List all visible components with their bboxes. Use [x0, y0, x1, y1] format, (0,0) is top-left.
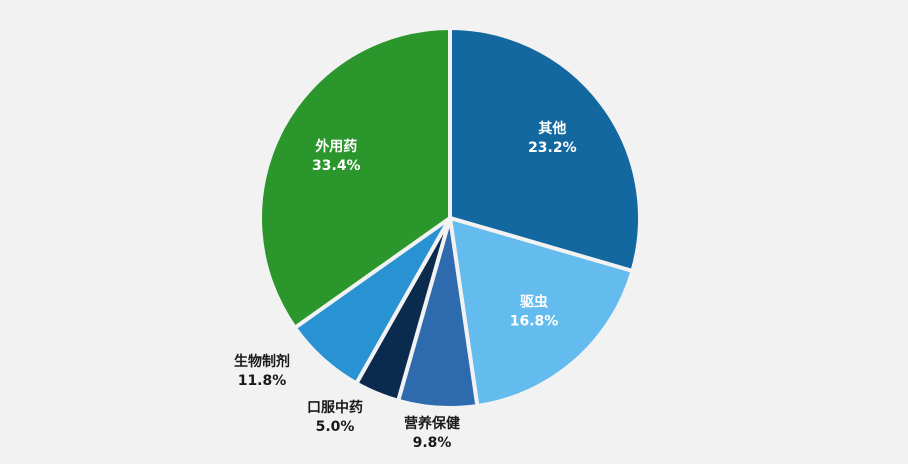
slice-name-label: 其他	[538, 120, 566, 137]
pie-slice	[448, 26, 642, 274]
slice-percent-label: 33.4%	[312, 158, 361, 174]
slice-name-label: 生物制剂	[234, 353, 290, 370]
pie-slice	[448, 216, 635, 409]
slice-percent-label: 16.8%	[510, 314, 559, 330]
slice-percent-label: 23.2%	[528, 140, 577, 156]
slice-percent-label: 5.0%	[316, 419, 355, 435]
slice-percent-label: 11.8%	[238, 373, 287, 389]
slice-name-label: 营养保健	[404, 415, 460, 432]
slice-name-label: 驱虫	[520, 294, 548, 311]
pie-slice	[258, 26, 452, 330]
slice-name-label: 口服中药	[307, 399, 363, 416]
slice-percent-label: 9.8%	[413, 435, 452, 451]
slice-name-label: 外用药	[315, 138, 357, 155]
